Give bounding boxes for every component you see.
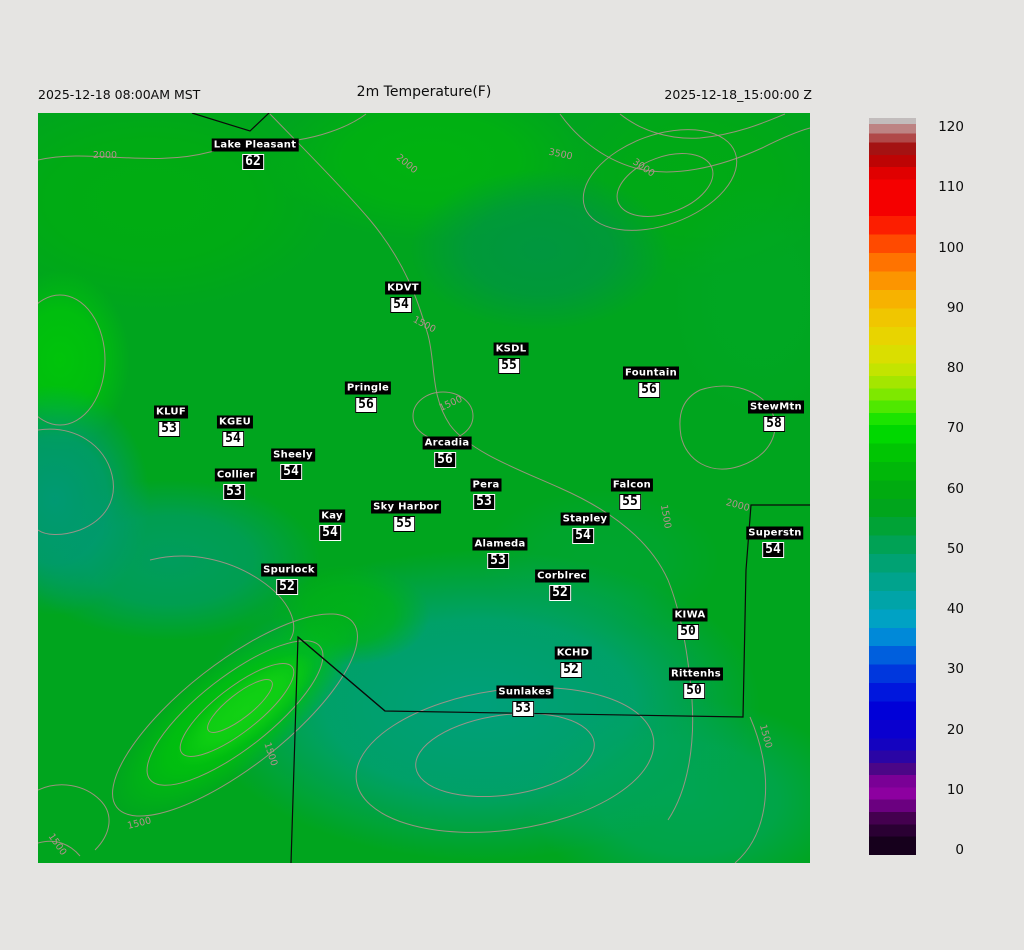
contour-loop [582,129,738,231]
colorbar-tick-label: 30 [946,661,964,678]
temperature-blob [530,700,810,863]
contour-loop [112,613,358,817]
terrain-field: 2000 2000 35003000150015002000150015001500… [38,113,810,863]
colorbar-tick-label: 40 [946,601,964,617]
contour-loop [179,663,295,757]
contour-line [38,840,81,857]
colorbar-tick-label: 70 [946,420,964,437]
contour-loop [38,294,106,426]
contour-line [38,784,110,851]
temperature-colorbar [869,118,916,855]
colorbar-tick-label: 90 [946,299,964,316]
colorbar-tick-label: 100 [938,239,964,256]
colorbar-tick-label: 0 [955,842,964,858]
temperature-blob [175,653,315,767]
colorbar-tick-label: 50 [946,540,964,557]
contour-elevation-label: 3500 [548,147,574,163]
contour-loop [355,687,655,833]
temperature-shading [38,113,810,863]
colorbar-tick-label: 80 [946,360,964,376]
contour-line [619,113,786,139]
contour-line [149,555,295,641]
temperature-blob [670,180,810,420]
timestamp-local: 2025-12-18 08:00AM MST [38,87,201,102]
boundary-line [297,636,386,712]
plot-title: 2m Temperature(F) [356,84,492,100]
temperature-blob [38,480,320,640]
colorbar-tick-label: 120 [938,119,964,135]
contour-line [679,385,776,470]
colorbar-tick-label: 20 [946,721,964,738]
contour-loop [207,679,273,733]
temperature-blob [410,170,670,330]
contour-line [559,113,810,173]
contour-loop [415,712,595,798]
contour-line [734,716,767,863]
colorbar-tick-label: 110 [938,179,964,196]
timestamp-utc: 2025-12-18_15:00:00 Z [664,87,812,102]
contour-elevation-label: 2000 [93,150,117,161]
temperature-blob [38,113,340,310]
boundary-line [191,113,270,132]
county-boundaries [191,113,810,863]
colorbar-tick-label: 60 [946,480,964,497]
colorbar-tick-label: 10 [946,781,964,798]
contour-loop [146,640,324,786]
contour-elevation-label: 1500 [658,504,673,530]
temperature-map: 2000 2000 3500 3000 1500 1500 2000 1500 1500 1500… [38,113,810,863]
contour-line [38,428,114,535]
contour-loop [616,153,714,217]
